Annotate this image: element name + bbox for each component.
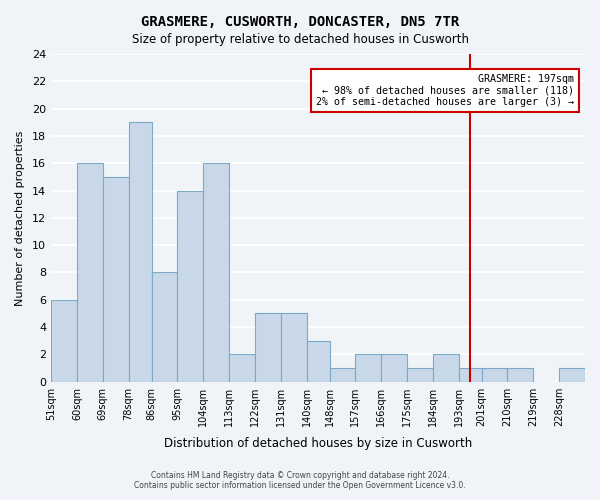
- Bar: [229, 354, 255, 382]
- Text: GRASMERE: 197sqm
← 98% of detached houses are smaller (118)
2% of semi-detached : GRASMERE: 197sqm ← 98% of detached house…: [316, 74, 574, 107]
- Bar: [508, 368, 533, 382]
- Bar: [307, 340, 329, 382]
- Bar: [329, 368, 355, 382]
- Bar: [355, 354, 381, 382]
- Bar: [255, 314, 281, 382]
- Bar: [128, 122, 152, 382]
- Bar: [281, 314, 307, 382]
- Bar: [559, 368, 585, 382]
- Bar: [458, 368, 482, 382]
- Bar: [103, 177, 128, 382]
- X-axis label: Distribution of detached houses by size in Cusworth: Distribution of detached houses by size …: [164, 437, 472, 450]
- Text: GRASMERE, CUSWORTH, DONCASTER, DN5 7TR: GRASMERE, CUSWORTH, DONCASTER, DN5 7TR: [141, 15, 459, 29]
- Bar: [152, 272, 178, 382]
- Text: Contains HM Land Registry data © Crown copyright and database right 2024.
Contai: Contains HM Land Registry data © Crown c…: [134, 470, 466, 490]
- Bar: [203, 163, 229, 382]
- Y-axis label: Number of detached properties: Number of detached properties: [15, 130, 25, 306]
- Bar: [178, 190, 203, 382]
- Bar: [77, 163, 103, 382]
- Bar: [407, 368, 433, 382]
- Bar: [51, 300, 77, 382]
- Bar: [381, 354, 407, 382]
- Bar: [482, 368, 508, 382]
- Bar: [433, 354, 458, 382]
- Text: Size of property relative to detached houses in Cusworth: Size of property relative to detached ho…: [131, 32, 469, 46]
